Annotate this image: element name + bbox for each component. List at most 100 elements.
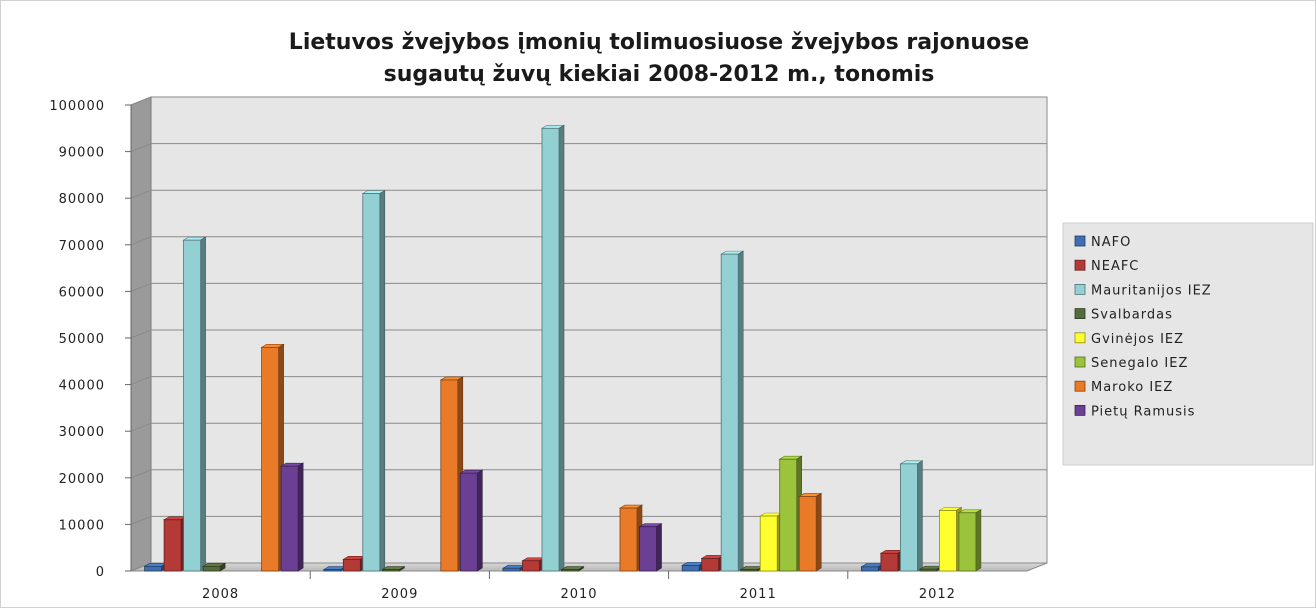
- bar-front: [541, 127, 560, 572]
- y-tick-label: 0: [96, 565, 105, 580]
- bar: [540, 124, 566, 572]
- bar-front: [639, 526, 657, 572]
- legend-item: Pietų Ramusis: [1074, 404, 1195, 419]
- gridline: [130, 189, 1047, 199]
- legend-item: NAFO: [1074, 235, 1130, 250]
- bar: [700, 554, 725, 572]
- bar-front: [779, 458, 798, 572]
- bar-front: [701, 558, 720, 572]
- bar-front: [261, 346, 280, 572]
- legend-swatch: [1074, 259, 1086, 271]
- bar: [778, 455, 803, 572]
- bar-front: [502, 567, 521, 572]
- bar: [957, 509, 982, 572]
- bar: [681, 561, 706, 572]
- bar-front: [720, 253, 739, 572]
- x-tick-label: 2010: [560, 587, 597, 602]
- legend-label: Maroko IEZ: [1091, 380, 1173, 395]
- bar: [280, 462, 305, 572]
- gridline: [130, 562, 1047, 572]
- legend-swatch: [1074, 356, 1086, 368]
- bar-front: [144, 565, 163, 572]
- bar: [879, 549, 904, 572]
- gridline: [130, 236, 1047, 246]
- x-axis-ticks: 2008 2009 2010 2011 2012: [202, 571, 956, 602]
- bar-front: [163, 519, 182, 572]
- x-tick-label: 2011: [740, 587, 777, 602]
- bar: [501, 564, 527, 572]
- y-tick-label: 20000: [59, 472, 105, 487]
- bar-front: [900, 463, 918, 572]
- legend-label: Pietų Ramusis: [1091, 404, 1195, 419]
- bar-front: [183, 239, 202, 572]
- bar-front: [459, 472, 478, 572]
- legend-item: Senegalo IEZ: [1074, 356, 1188, 371]
- bar: [521, 557, 546, 572]
- legend-label: Svalbardas: [1091, 308, 1173, 323]
- legend-label: Senegalo IEZ: [1091, 356, 1188, 371]
- gridline: [130, 282, 1047, 292]
- bar: [260, 343, 285, 572]
- bar-front: [798, 496, 817, 572]
- bar: [361, 190, 386, 572]
- bar-side: [476, 469, 483, 572]
- y-tick-label: 40000: [59, 379, 105, 394]
- legend-label: NEAFC: [1091, 259, 1139, 274]
- bar: [143, 562, 168, 572]
- bar: [720, 250, 745, 572]
- y-axis-ticks: 0 10000 20000 30000 40000 50000 60000 70000 8000…: [49, 99, 131, 580]
- bar: [860, 563, 885, 572]
- bar-front: [681, 565, 700, 572]
- bar-side: [379, 190, 386, 572]
- y-tick-label: 100000: [49, 99, 105, 114]
- y-tick-label: 60000: [59, 285, 105, 300]
- bar-front: [362, 193, 381, 572]
- y-tick-label: 90000: [59, 146, 105, 161]
- bar-front: [323, 569, 342, 572]
- bar: [560, 566, 585, 572]
- legend-item: Svalbardas: [1074, 308, 1173, 323]
- y-tick-label: 30000: [59, 425, 105, 440]
- gridline: [130, 422, 1047, 432]
- bar-front: [202, 565, 221, 572]
- legend-swatch: [1074, 404, 1086, 416]
- gridline: [130, 143, 1047, 153]
- bar-front: [619, 507, 638, 572]
- bar-front: [280, 465, 299, 572]
- y-tick-label: 70000: [59, 239, 105, 254]
- bar-front: [342, 558, 361, 572]
- legend-label: Gvinėjos IEZ: [1091, 332, 1184, 347]
- bar: [459, 469, 484, 572]
- gridline: [130, 469, 1047, 479]
- y-tick-label: 10000: [59, 518, 105, 533]
- legend-swatch: [1074, 380, 1086, 392]
- bar-front: [561, 569, 579, 572]
- bar-front: [440, 379, 459, 572]
- legend-item: NEAFC: [1074, 259, 1139, 274]
- legend-swatch: [1074, 332, 1086, 344]
- bar: [163, 516, 188, 572]
- gridline: [130, 96, 1047, 106]
- bar-side: [297, 462, 304, 572]
- legend-swatch: [1074, 308, 1086, 320]
- legend-label: Mauritanijos IEZ: [1091, 283, 1212, 298]
- bar-front: [861, 566, 879, 572]
- bar: [918, 565, 943, 572]
- bar: [899, 460, 924, 572]
- legend-swatch: [1074, 235, 1086, 247]
- bar: [618, 504, 644, 572]
- bar-front: [740, 569, 759, 572]
- bar: [439, 376, 464, 572]
- chart-subtitle: sugautų žuvų kiekiai 2008-2012 m., tonom…: [384, 62, 935, 87]
- y-tick-label: 80000: [59, 192, 105, 207]
- x-tick-label: 2012: [919, 587, 956, 602]
- bar-series: [143, 124, 982, 572]
- bar: [798, 492, 823, 572]
- legend-item: Maroko IEZ: [1074, 380, 1173, 395]
- legend-box: [1062, 222, 1314, 466]
- bar: [759, 512, 784, 572]
- bar-front: [381, 569, 400, 572]
- x-tick-label: 2009: [381, 587, 418, 602]
- y-tick-label: 50000: [59, 332, 105, 347]
